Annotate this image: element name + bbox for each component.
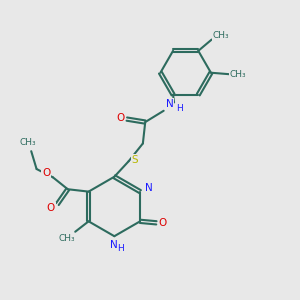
Text: CH₃: CH₃ — [20, 138, 36, 147]
Text: H: H — [176, 104, 182, 113]
Text: CH₃: CH₃ — [212, 32, 229, 40]
Text: CH₃: CH₃ — [230, 70, 247, 79]
Text: O: O — [159, 218, 167, 228]
Text: S: S — [132, 155, 139, 165]
Text: O: O — [42, 168, 50, 178]
Text: H: H — [118, 244, 124, 253]
Text: N: N — [166, 99, 173, 109]
Text: O: O — [116, 113, 124, 124]
Text: CH₃: CH₃ — [58, 234, 75, 243]
Text: O: O — [47, 203, 55, 213]
Text: N: N — [145, 183, 152, 193]
Text: N: N — [110, 239, 118, 250]
